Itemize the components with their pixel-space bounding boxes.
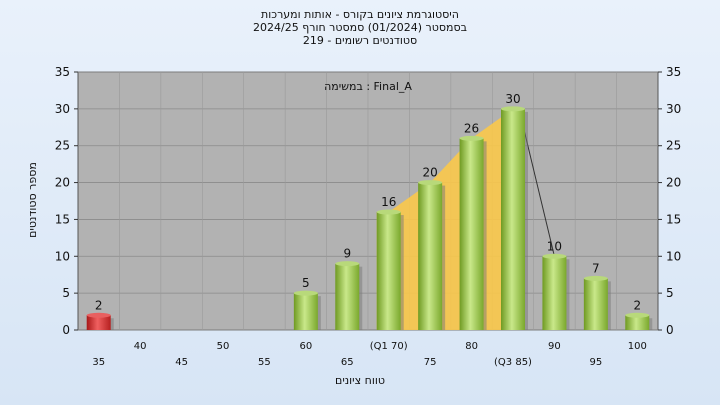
value-label: 10 <box>547 239 562 253</box>
bar-75 <box>418 182 443 330</box>
y-tick-label-right: 15 <box>666 212 681 226</box>
iqr-band <box>376 108 525 330</box>
y-tick-label-right: 10 <box>666 249 681 263</box>
x-tick-label: 65 <box>341 357 354 368</box>
value-label: 20 <box>423 166 438 180</box>
bar-(Q1 70) <box>376 212 401 330</box>
x-tick-label: 50 <box>217 341 230 352</box>
bar-100 <box>625 315 650 330</box>
x-tick-label: 40 <box>134 341 147 352</box>
y-tick-label-left: 5 <box>62 286 70 300</box>
chart-title: היסטוגרמת ציונים בקורס - אותות ומערכות ב… <box>0 8 720 47</box>
x-tick-label: 45 <box>175 357 188 368</box>
y-tick-label-right: 25 <box>666 139 681 153</box>
y-tick-label-right: 35 <box>666 65 681 79</box>
bar-top <box>86 312 111 318</box>
bar-35 <box>86 315 111 330</box>
bar-65 <box>335 263 360 330</box>
task-annotation: במשימה : Final_A <box>324 80 412 93</box>
value-label: 2 <box>633 298 641 312</box>
x-tick-label: 60 <box>299 341 312 352</box>
y-tick-label-right: 20 <box>666 176 681 190</box>
bar-top <box>418 180 443 186</box>
bar-95 <box>583 278 608 330</box>
title-line-1: היסטוגרמת ציונים בקורס - אותות ומערכות <box>261 8 459 21</box>
bar-top <box>583 275 608 281</box>
bar-80 <box>459 138 484 330</box>
y-tick-label-left: 15 <box>55 212 70 226</box>
title-line-3: סטודנטים רשומים - 219 <box>302 34 418 47</box>
bar-top <box>501 106 525 112</box>
value-label: 30 <box>505 92 520 106</box>
y-tick-label-left: 30 <box>55 102 70 116</box>
bar-90 <box>542 256 567 330</box>
x-tick-label: 90 <box>548 341 561 352</box>
y-tick-label-right: 5 <box>666 286 674 300</box>
value-label: 9 <box>343 247 351 261</box>
value-label: 2 <box>95 298 103 312</box>
value-label: 16 <box>381 195 396 209</box>
value-label: 5 <box>302 276 310 290</box>
x-tick-label: 80 <box>465 341 478 352</box>
bar-top <box>376 209 401 215</box>
y-tick-label-right: 0 <box>666 323 674 337</box>
bar-top <box>542 253 567 259</box>
bar-top <box>459 135 484 141</box>
y-tick-label-left: 10 <box>55 249 70 263</box>
bar-(Q3 85) <box>501 108 525 330</box>
y-axis-label: מספר סטודנטים <box>26 162 39 238</box>
bar-60 <box>293 293 318 330</box>
bar-top <box>293 290 318 296</box>
x-tick-label: (Q1 70) <box>370 341 408 352</box>
x-tick-label: 100 <box>628 341 647 352</box>
x-tick-label: 55 <box>258 357 271 368</box>
y-tick-label-left: 35 <box>55 65 70 79</box>
y-tick-label-left: 0 <box>62 323 70 337</box>
title-line-2: בסמסטר (01/2024) סמסטר חורף 2024/25 <box>253 21 467 34</box>
bar-top <box>625 312 650 318</box>
x-axis-label: טווח ציונים <box>335 374 385 387</box>
y-tick-label-left: 25 <box>55 139 70 153</box>
value-label: 26 <box>464 121 479 135</box>
x-tick-label: 95 <box>589 357 602 368</box>
x-tick-label: 75 <box>424 357 437 368</box>
value-label: 7 <box>592 261 600 275</box>
x-tick-label: (Q3 85) <box>494 357 532 368</box>
y-tick-label-right: 30 <box>666 102 681 116</box>
x-tick-label: 35 <box>92 357 105 368</box>
y-tick-label-left: 20 <box>55 176 70 190</box>
bar-top <box>335 261 360 267</box>
